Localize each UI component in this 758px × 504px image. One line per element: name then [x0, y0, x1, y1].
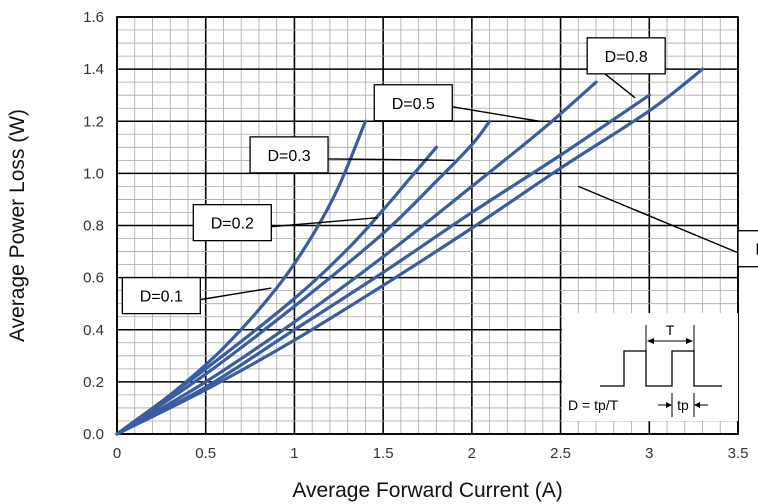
period-arrow-head-right: [686, 338, 693, 344]
y-tick-label: 1.6: [83, 9, 104, 26]
x-tick-label: 2.5: [550, 445, 571, 462]
x-tick-label: 1: [290, 445, 298, 462]
callout-d-0-8: D=0.8: [586, 37, 666, 99]
y-tick-label: 0.0: [83, 426, 104, 443]
series-group: [115, 67, 705, 436]
callout-leader-line: [271, 216, 378, 228]
callout-label: D=0.8: [605, 49, 648, 66]
callout-box: [586, 37, 666, 75]
callout-leader-line: [452, 106, 540, 122]
callout-label: D=1.0: [755, 242, 758, 259]
y-tick-label: 0.6: [83, 270, 104, 287]
inset-background: [562, 313, 738, 421]
callout-label: D=0.2: [211, 216, 254, 233]
callout-box: [737, 230, 758, 268]
y-axis-label: Average Power Loss (W): [6, 109, 29, 342]
callout-label: D=0.3: [268, 148, 311, 165]
callout-leader-line: [328, 158, 455, 162]
series-line-d-0-2: [115, 145, 438, 436]
series-line-d-1-0: [115, 67, 705, 436]
y-tick-label: 0.4: [83, 322, 104, 339]
callout-box: [192, 203, 272, 242]
callout-d-0-2: D=0.2: [192, 203, 378, 242]
callout-d-0-5: D=0.5: [373, 84, 540, 122]
duty-formula-label: D = tp/T: [568, 397, 619, 413]
series-line-d-0-5: [115, 80, 598, 436]
pulse-width-arrowhead-right: [694, 402, 700, 408]
pulse-waveform: [600, 350, 722, 387]
pulse-width-arrowhead-left: [666, 402, 672, 408]
series-line-d-0-8: [115, 93, 651, 436]
plot-frame: [116, 16, 739, 435]
x-tick-label: 0: [113, 445, 121, 462]
callout-label: D=0.5: [392, 96, 435, 113]
y-tick-label: 1.2: [83, 113, 104, 130]
callout-box: [373, 84, 453, 122]
callout-leader-line: [200, 287, 272, 301]
pulse-width-label: tp: [677, 397, 689, 413]
callout-leader-line: [578, 185, 739, 254]
callout-d-0-3: D=0.3: [249, 136, 455, 174]
period-label: T: [666, 322, 675, 338]
series-line-d-0-3: [115, 119, 492, 436]
x-tick-label: 2: [468, 445, 476, 462]
x-tick-label: 3.5: [728, 445, 749, 462]
x-axis-label: Average Forward Current (A): [292, 479, 562, 502]
callouts-group: D=0.1 D=0.2 D=0.3 D=0.5 D=0.8 D=1.0: [121, 37, 758, 315]
callout-box: [249, 136, 329, 174]
period-arrow-head-left: [647, 338, 654, 344]
x-tick-label: 1.5: [373, 445, 394, 462]
y-tick-label: 0.8: [83, 218, 104, 235]
ticks-group: 0 0.5 1 1.5 2 2.5 3 3.5 0.0 0.2 0.4 0.6 0.8 1.0 1.2 1.4…: [83, 9, 748, 462]
y-tick-label: 0.2: [83, 374, 104, 391]
callout-box: [121, 276, 201, 315]
callout-d-1-0: D=1.0: [578, 185, 758, 268]
callout-d-0-1: D=0.1: [121, 276, 272, 315]
y-tick-label: 1.4: [83, 61, 104, 78]
y-tick-label: 1.0: [83, 165, 104, 182]
duty-cycle-inset: Ttp D = tp/T: [562, 313, 738, 421]
x-tick-label: 0.5: [195, 445, 216, 462]
callout-label: D=0.1: [140, 289, 183, 306]
x-tick-label: 3: [645, 445, 653, 462]
